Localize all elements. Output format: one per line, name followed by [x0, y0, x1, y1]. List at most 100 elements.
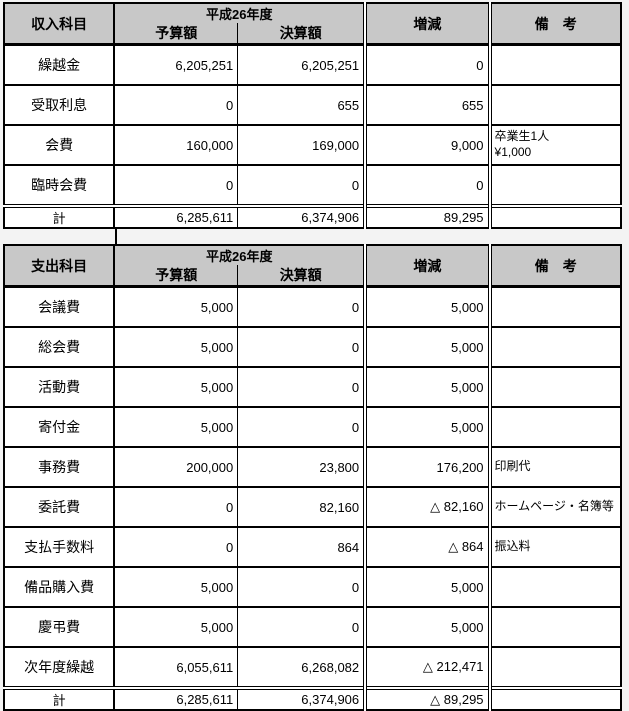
- settlement-cell: 0: [237, 366, 366, 408]
- change-cell: 5,000: [363, 326, 491, 368]
- item-cell: 臨時会費: [3, 164, 115, 207]
- table-row: 臨時会費 0 0 0: [3, 164, 622, 207]
- income-category-header: 収入科目: [3, 2, 115, 46]
- remarks-cell: ホームページ・名簿等: [487, 486, 622, 528]
- remarks-cell: [487, 406, 622, 448]
- settlement-cell: 6,268,082: [237, 646, 366, 689]
- budget-cell: 200,000: [113, 446, 239, 488]
- item-cell: 委託費: [3, 486, 115, 528]
- budget-header: 予算額: [113, 265, 239, 288]
- total-change-cell: △ 89,295: [363, 686, 491, 711]
- item-cell: 寄付金: [3, 406, 115, 448]
- total-budget-cell: 6,285,611: [113, 204, 239, 229]
- change-cell: △ 864: [363, 526, 491, 568]
- change-cell: 0: [363, 164, 491, 207]
- item-cell: 備品購入費: [3, 566, 115, 608]
- total-label-cell: 計: [3, 686, 115, 711]
- settlement-cell: 864: [237, 526, 366, 568]
- table-row: 会議費 5,000 0 5,000: [3, 285, 622, 328]
- total-settlement-cell: 6,374,906: [237, 204, 366, 229]
- budget-header: 予算額: [113, 23, 239, 46]
- change-cell: 5,000: [363, 566, 491, 608]
- remarks-cell: [487, 84, 622, 126]
- change-header: 増減: [363, 2, 491, 46]
- change-cell: 0: [363, 43, 491, 86]
- total-label-cell: 計: [3, 204, 115, 229]
- budget-cell: 5,000: [113, 285, 239, 328]
- total-remarks-cell: [487, 686, 622, 711]
- remarks-cell: [487, 366, 622, 408]
- table-gap: [3, 227, 622, 246]
- budget-cell: 6,205,251: [113, 43, 239, 86]
- budget-cell: 0: [113, 84, 239, 126]
- item-cell: 支払手数料: [3, 526, 115, 568]
- remarks-cell: [487, 285, 622, 328]
- budget-cell: 5,000: [113, 406, 239, 448]
- table-row: 次年度繰越 6,055,611 6,268,082 △ 212,471: [3, 646, 622, 689]
- settlement-cell: 0: [237, 326, 366, 368]
- budget-cell: 0: [113, 164, 239, 207]
- item-cell: 会議費: [3, 285, 115, 328]
- remarks-cell: [487, 326, 622, 368]
- expense-header-row: 支出科目 平成26年度 増減 備 考: [3, 244, 622, 288]
- budget-cell: 5,000: [113, 366, 239, 408]
- budget-cell: 0: [113, 526, 239, 568]
- table-row: 委託費 0 82,160 △ 82,160 ホームページ・名簿等: [3, 486, 622, 528]
- item-cell: 繰越金: [3, 43, 115, 86]
- settlement-cell: 169,000: [237, 124, 366, 166]
- change-cell: 5,000: [363, 406, 491, 448]
- remarks-cell: 印刷代: [487, 446, 622, 488]
- change-cell: 5,000: [363, 606, 491, 648]
- expense-category-header: 支出科目: [3, 244, 115, 288]
- item-cell: 事務費: [3, 446, 115, 488]
- total-row: 計 6,285,611 6,374,906 △ 89,295: [3, 686, 622, 711]
- table-row: 会費 160,000 169,000 9,000 卒業生1人 ¥1,000: [3, 124, 622, 166]
- item-cell: 次年度繰越: [3, 646, 115, 689]
- table-row: 慶弔費 5,000 0 5,000: [3, 606, 622, 648]
- total-change-cell: 89,295: [363, 204, 491, 229]
- item-cell: 会費: [3, 124, 115, 166]
- remarks-cell: [487, 646, 622, 689]
- budget-cell: 5,000: [113, 326, 239, 368]
- remarks-cell: [487, 606, 622, 648]
- budget-cell: 0: [113, 486, 239, 528]
- change-cell: 655: [363, 84, 491, 126]
- settlement-cell: 0: [237, 566, 366, 608]
- total-row: 計 6,285,611 6,374,906 89,295: [3, 204, 622, 229]
- change-cell: △ 212,471: [363, 646, 491, 689]
- change-cell: 9,000: [363, 124, 491, 166]
- budget-cell: 5,000: [113, 606, 239, 648]
- settlement-cell: 82,160: [237, 486, 366, 528]
- budget-cell: 6,055,611: [113, 646, 239, 689]
- income-header-row: 収入科目 平成26年度 増減 備 考: [3, 2, 622, 46]
- table-row: 備品購入費 5,000 0 5,000: [3, 566, 622, 608]
- settlement-cell: 0: [237, 164, 366, 207]
- settlement-cell: 0: [237, 285, 366, 328]
- total-settlement-cell: 6,374,906: [237, 686, 366, 711]
- table-row: 支払手数料 0 864 △ 864 振込料: [3, 526, 622, 568]
- item-cell: 活動費: [3, 366, 115, 408]
- table-row: 寄付金 5,000 0 5,000: [3, 406, 622, 448]
- total-remarks-cell: [487, 204, 622, 229]
- income-subheader-row: 予算額 決算額: [4, 23, 621, 46]
- settlement-header: 決算額: [237, 23, 366, 46]
- total-budget-cell: 6,285,611: [113, 686, 239, 711]
- settlement-cell: 0: [237, 606, 366, 648]
- item-cell: 慶弔費: [3, 606, 115, 648]
- remarks-header: 備 考: [487, 2, 622, 46]
- settlement-cell: 0: [237, 406, 366, 448]
- expense-table: 支出科目 平成26年度 増減 備 考 予算額 決算額 会議費 5,000 0 5…: [3, 244, 622, 711]
- remarks-cell: 卒業生1人 ¥1,000: [487, 124, 622, 166]
- table-row: 受取利息 0 655 655: [3, 84, 622, 126]
- fiscal-year-header: 平成26年度: [113, 2, 366, 23]
- table-row: 総会費 5,000 0 5,000: [3, 326, 622, 368]
- remarks-cell: 振込料: [487, 526, 622, 568]
- column-divider-line: [115, 227, 117, 246]
- table-row: 活動費 5,000 0 5,000: [3, 366, 622, 408]
- income-table: 収入科目 平成26年度 増減 備 考 予算額 決算額 繰越金 6,205,251…: [3, 2, 622, 229]
- change-cell: 5,000: [363, 366, 491, 408]
- budget-cell: 160,000: [113, 124, 239, 166]
- budget-cell: 5,000: [113, 566, 239, 608]
- settlement-cell: 6,205,251: [237, 43, 366, 86]
